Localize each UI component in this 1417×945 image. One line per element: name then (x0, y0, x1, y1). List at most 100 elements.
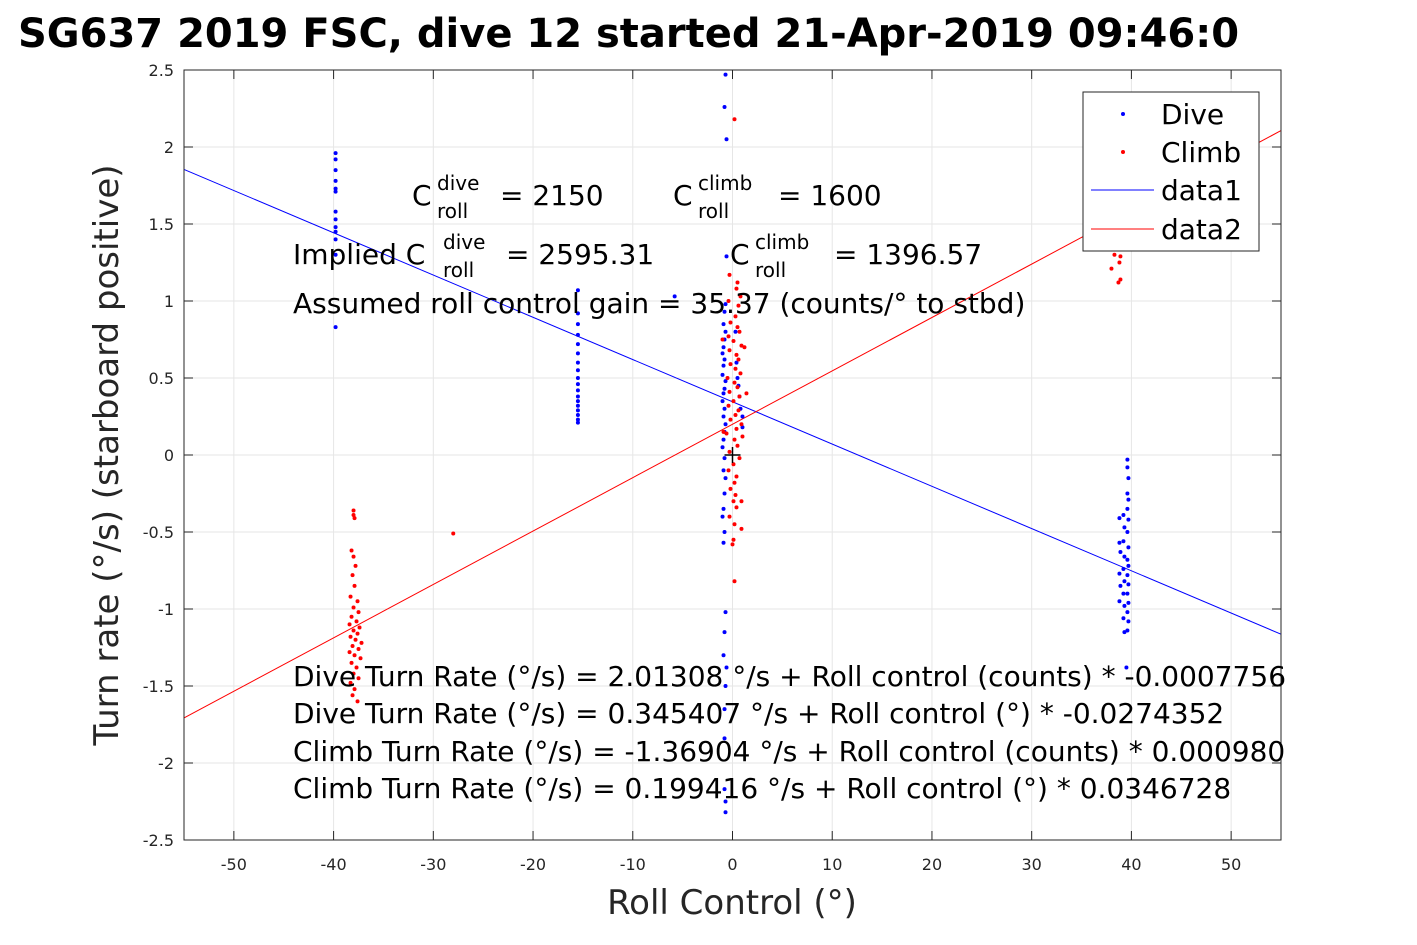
climb-point (727, 449, 732, 454)
c-roll-climb-sup: climb (698, 171, 752, 195)
climb-point (726, 403, 731, 408)
climb-point (351, 671, 356, 676)
implied-dive-value: = 2595.31 (506, 238, 654, 271)
legend: Dive Climb data1 data2 (1082, 91, 1260, 252)
dive-point (575, 342, 580, 347)
x-tick-label: -50 (221, 855, 247, 874)
climb-point (353, 563, 358, 568)
climb-point (1117, 260, 1122, 265)
dive-point (1125, 491, 1130, 496)
dive-point (1122, 554, 1127, 559)
y-tick-label: 1 (164, 292, 174, 311)
climb-point (742, 345, 747, 350)
dive-point (672, 294, 677, 299)
fit-equation-3: Climb Turn Rate (°/s) = -1.36904 °/s + R… (293, 735, 1285, 768)
y-tick-label: -0.5 (143, 523, 174, 542)
climb-point (736, 357, 741, 362)
climb-point (740, 434, 745, 439)
dive-point (722, 491, 727, 496)
climb-point (730, 542, 735, 547)
dive-point (1118, 550, 1123, 555)
legend-data1-label: data1 (1161, 174, 1242, 207)
x-tick-label: 30 (1022, 855, 1042, 874)
dive-point (1125, 530, 1130, 534)
climb-point (726, 334, 731, 339)
x-tick-label: 10 (822, 855, 842, 874)
climb-point (352, 653, 357, 658)
dive-point (723, 610, 728, 615)
dive-point (575, 399, 580, 404)
y-tick-label: 1.5 (149, 215, 174, 234)
dive-point (1117, 571, 1122, 576)
y-tick-label: -1.5 (143, 677, 174, 696)
legend-data2-label: data2 (1161, 213, 1242, 246)
dive-point (333, 225, 338, 230)
climb-point (735, 443, 740, 448)
dive-point (333, 217, 338, 222)
climb-point (348, 680, 353, 685)
y-tick-label: 2 (164, 138, 174, 157)
dive-point (735, 376, 740, 380)
dive-point (721, 506, 726, 511)
climb-point (737, 329, 742, 334)
climb-point (735, 280, 740, 285)
dive-point (1126, 582, 1131, 587)
dive-point (1117, 540, 1122, 545)
fit-equation-1: Dive Turn Rate (°/s) = 2.01308 °/s + Rol… (293, 660, 1286, 693)
climb-point (348, 594, 353, 599)
dive-point (723, 379, 728, 384)
climb-point (350, 643, 355, 648)
dive-point (722, 456, 727, 461)
c-roll-dive-sup: dive (437, 171, 479, 195)
climb-point (350, 693, 355, 698)
dive-point (722, 787, 727, 792)
dive-point (575, 368, 580, 373)
dive-point (575, 408, 580, 413)
y-tick-label: 0 (164, 446, 174, 465)
climb-point (735, 385, 740, 390)
dive-point (723, 302, 728, 307)
dive-point (723, 422, 728, 427)
climb-point (347, 650, 352, 655)
dive-point (575, 332, 580, 337)
climb-point (352, 583, 357, 588)
climb-point (728, 417, 733, 422)
x-tick-label: 20 (922, 855, 942, 874)
climb-point (725, 376, 730, 380)
dive-point (575, 360, 580, 365)
dive-point (721, 653, 726, 658)
dive-point (1126, 563, 1131, 568)
dive-point (720, 445, 725, 450)
dive-point (1125, 557, 1130, 562)
climb-point (358, 656, 363, 661)
dive-point (720, 399, 725, 404)
climb-point (349, 548, 354, 553)
dive-point (333, 237, 338, 242)
dive-point (721, 363, 726, 368)
dive-point (1122, 603, 1127, 608)
x-tick-label: 50 (1221, 855, 1241, 874)
climb-point (727, 348, 732, 353)
dive-point (1121, 616, 1126, 621)
dive-point (333, 229, 338, 234)
dive-point (721, 437, 726, 442)
dive-point (722, 707, 727, 712)
climb-point (351, 554, 356, 559)
climb-point (352, 687, 357, 692)
dive-point (575, 403, 580, 408)
y-tick-label: -2 (158, 754, 174, 773)
dive-point (721, 540, 726, 545)
dive-point (724, 254, 729, 259)
dive-point (722, 104, 727, 109)
climb-point (351, 508, 356, 513)
y-axis-label: Turn rate (°/s) (starboard positive) (87, 164, 127, 746)
dive-point (721, 414, 726, 419)
dive-point (722, 630, 727, 635)
dive-point (575, 376, 580, 380)
dive-point (723, 684, 728, 688)
climb-point (733, 412, 738, 417)
climb-point (720, 337, 725, 342)
fit-equation-2: Dive Turn Rate (°/s) = 0.345407 °/s + Ro… (293, 697, 1224, 730)
c-roll-dive-base: C (412, 179, 432, 212)
